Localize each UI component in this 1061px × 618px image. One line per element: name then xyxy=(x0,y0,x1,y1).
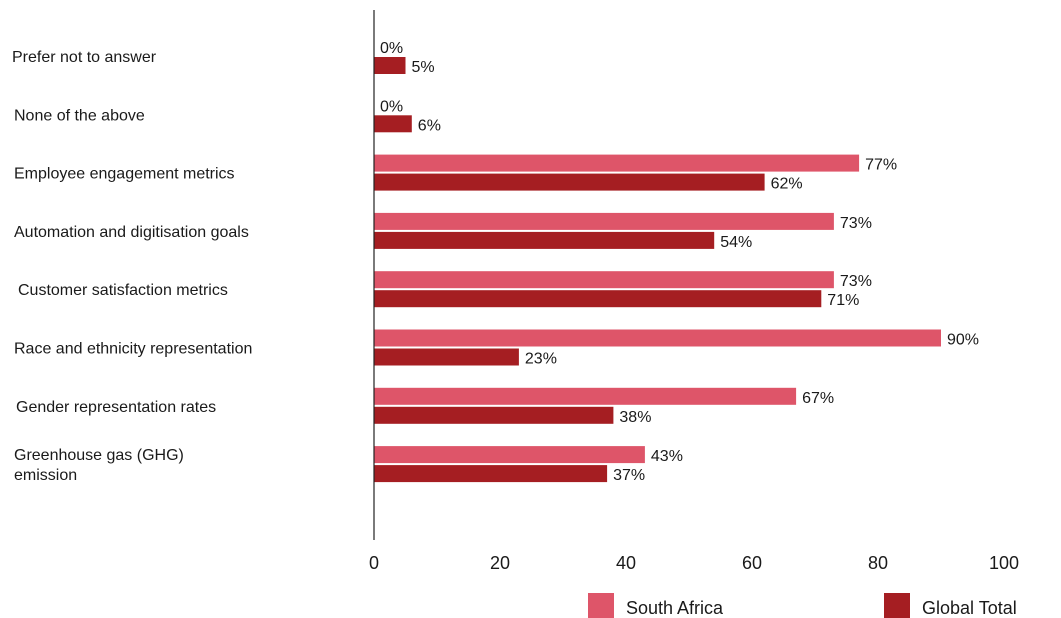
bar-global-total xyxy=(374,231,715,249)
bar-global-total xyxy=(374,115,412,133)
x-tick-label: 80 xyxy=(868,553,888,573)
bar-south-africa xyxy=(374,329,941,347)
bar-south-africa xyxy=(374,271,834,289)
data-label: 5% xyxy=(412,59,435,76)
legend-label: South Africa xyxy=(626,598,724,618)
category-label: Race and ethnicity representation xyxy=(14,341,252,358)
bar-global-total xyxy=(374,465,608,483)
data-label: 71% xyxy=(827,292,859,309)
data-label: 73% xyxy=(840,273,872,290)
x-tick-label: 20 xyxy=(490,553,510,573)
bar-global-total xyxy=(374,290,822,308)
data-label: 0% xyxy=(380,40,403,57)
data-label: 62% xyxy=(771,176,803,193)
x-tick-label: 0 xyxy=(369,553,379,573)
category-label: emission xyxy=(14,467,77,484)
data-label: 43% xyxy=(651,448,683,465)
data-label: 6% xyxy=(418,117,441,134)
category-label: Prefer not to answer xyxy=(12,49,157,66)
x-tick-label: 100 xyxy=(989,553,1019,573)
category-label: Customer satisfaction metrics xyxy=(18,282,228,299)
bar-south-africa xyxy=(374,387,797,405)
category-label: Employee engagement metrics xyxy=(14,166,235,183)
x-tick-label: 40 xyxy=(616,553,636,573)
data-label: 67% xyxy=(802,390,834,407)
category-label: Gender representation rates xyxy=(16,399,216,416)
bar-global-total xyxy=(374,173,765,191)
data-label: 77% xyxy=(865,157,897,174)
category-labels: Prefer not to answer None of the above Emp… xyxy=(12,49,252,484)
bar-global-total xyxy=(374,406,614,424)
legend-swatch xyxy=(884,593,910,618)
legend-label: Global Total xyxy=(922,598,1017,618)
x-tick-label: 60 xyxy=(742,553,762,573)
data-label: 37% xyxy=(613,467,645,484)
data-label: 73% xyxy=(840,215,872,232)
category-label: None of the above xyxy=(14,107,145,124)
bar-global-total xyxy=(374,57,406,74)
bar-south-africa xyxy=(374,446,645,464)
legend-swatch xyxy=(588,593,614,618)
x-axis-ticks: 0 20 40 60 80 100 xyxy=(369,553,1019,573)
category-label: Automation and digitisation goals xyxy=(14,224,249,241)
category-label: Greenhouse gas (GHG) xyxy=(14,447,184,464)
bar-global-total xyxy=(374,348,519,366)
bars: 0% 5% 0% 6% 77% 62% 73% 54% 73% 71% 90% 23% 67% 38% 43… xyxy=(374,40,979,484)
bar-south-africa xyxy=(374,212,834,230)
data-label: 90% xyxy=(947,332,979,349)
data-label: 23% xyxy=(525,351,557,368)
data-label: 0% xyxy=(380,98,403,115)
data-label: 38% xyxy=(619,409,651,426)
bar-south-africa xyxy=(374,154,860,172)
data-label: 54% xyxy=(720,234,752,251)
legend: South Africa Global Total xyxy=(588,593,1017,618)
